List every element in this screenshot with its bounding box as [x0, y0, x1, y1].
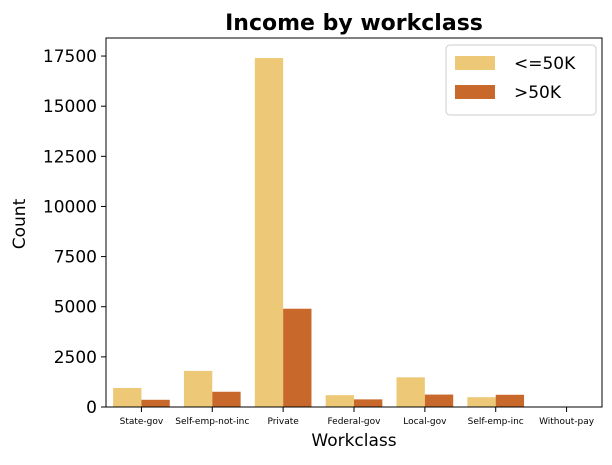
bar [283, 309, 311, 407]
y-tick-label: 0 [86, 398, 97, 418]
x-tick-label: Without-pay [539, 417, 595, 427]
bar [113, 388, 141, 407]
bar [184, 371, 212, 407]
y-axis: 0 2500 5000 7500 10000 12500 15000 17500 [43, 47, 106, 418]
bar [467, 397, 495, 407]
bar [397, 377, 425, 407]
y-tick-label: 2500 [54, 348, 97, 368]
x-tick-label: Self-emp-inc [468, 417, 524, 427]
bar [425, 395, 453, 407]
bar [212, 392, 240, 407]
chart-title: Income by workclass [225, 11, 483, 36]
legend-label: >50K [514, 83, 562, 103]
y-tick-label: 7500 [54, 248, 97, 268]
x-tick-label: Federal-gov [328, 417, 382, 427]
y-tick-label: 17500 [43, 47, 97, 67]
legend-swatch [455, 85, 495, 99]
bar [326, 395, 354, 407]
bar [496, 395, 524, 407]
bar [141, 400, 169, 407]
y-tick-label: 10000 [43, 197, 97, 217]
x-axis: State-gov Self-emp-not-inc Private Federal-… [120, 407, 595, 427]
x-axis-title: Workclass [311, 431, 396, 451]
legend-label: <=50K [514, 54, 576, 74]
bar [255, 58, 283, 407]
bar [354, 399, 382, 407]
y-tick-label: 15000 [43, 97, 97, 117]
y-tick-label: 5000 [54, 298, 97, 318]
legend: <=50K >50K [446, 45, 596, 115]
x-tick-label: Self-emp-not-inc [175, 417, 249, 427]
legend-swatch [455, 56, 495, 70]
x-tick-label: State-gov [120, 417, 164, 427]
x-tick-label: Private [267, 417, 299, 427]
x-tick-label: Local-gov [403, 417, 447, 427]
y-axis-title: Count [10, 198, 30, 249]
y-tick-label: 12500 [43, 147, 97, 167]
